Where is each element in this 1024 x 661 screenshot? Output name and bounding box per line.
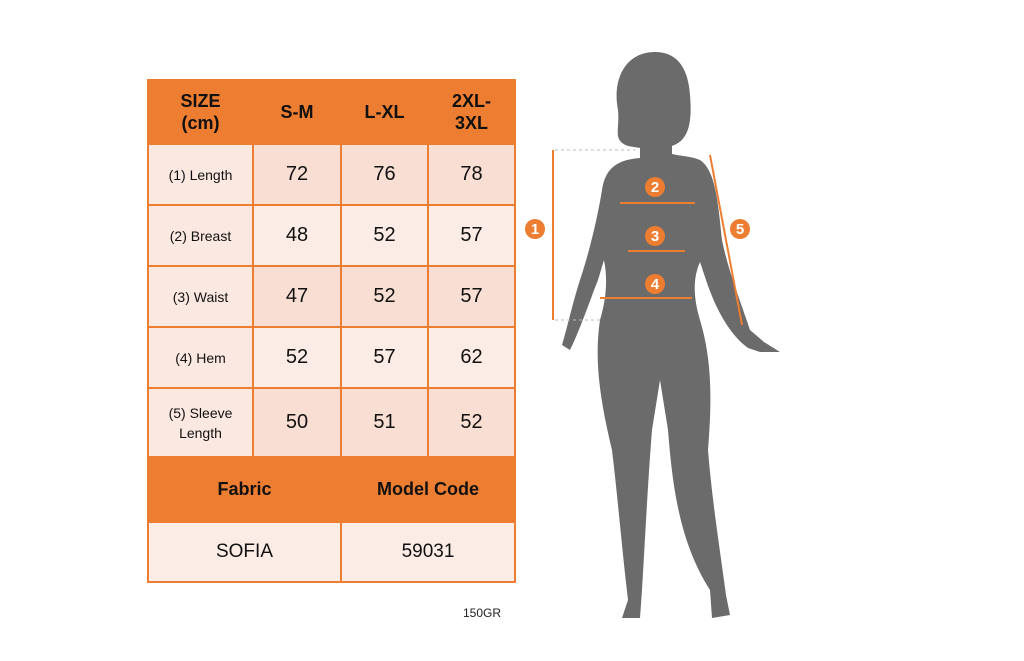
row-label: (2) Breast bbox=[147, 204, 254, 267]
cell: 78 bbox=[427, 143, 516, 206]
marker-3: 3 bbox=[651, 228, 659, 245]
sleeve-arrow bbox=[709, 154, 743, 326]
footer-header-row: Fabric Model Code bbox=[147, 456, 516, 523]
fabric-header: Fabric bbox=[147, 456, 342, 523]
table-row: (3) Waist 47 52 57 bbox=[147, 265, 516, 328]
cell: 57 bbox=[427, 204, 516, 267]
marker-2: 2 bbox=[651, 179, 659, 196]
model-code-value: 59031 bbox=[340, 521, 516, 583]
cell: 47 bbox=[252, 265, 342, 328]
table-row: (4) Hem 52 57 62 bbox=[147, 326, 516, 389]
cell: 57 bbox=[340, 326, 429, 389]
cell: 51 bbox=[340, 387, 429, 458]
row-label: (5) Sleeve Length bbox=[147, 387, 254, 458]
header-2xl-3xl: 2XL-3XL bbox=[427, 79, 516, 145]
row-label: (4) Hem bbox=[147, 326, 254, 389]
table-row: (2) Breast 48 52 57 bbox=[147, 204, 516, 267]
cell: 52 bbox=[340, 265, 429, 328]
silhouette-icon bbox=[562, 52, 780, 618]
marker-1: 1 bbox=[531, 221, 539, 238]
cell: 52 bbox=[252, 326, 342, 389]
row-label: (1) Length bbox=[147, 143, 254, 206]
cell: 52 bbox=[427, 387, 516, 458]
marker-4: 4 bbox=[651, 276, 660, 293]
footer-value-row: SOFIA 59031 bbox=[147, 521, 516, 583]
header-l-xl: L-XL bbox=[340, 79, 429, 145]
fabric-weight-note: 150GR bbox=[463, 606, 502, 620]
body-silhouette-figure: 1 2 3 4 5 bbox=[525, 52, 780, 618]
markers: 1 2 3 4 5 bbox=[525, 177, 750, 294]
marker-5: 5 bbox=[736, 221, 744, 238]
header-s-m: S-M bbox=[252, 79, 342, 145]
cell: 52 bbox=[340, 204, 429, 267]
cell: 50 bbox=[252, 387, 342, 458]
row-label: (3) Waist bbox=[147, 265, 254, 328]
fabric-value: SOFIA bbox=[147, 521, 342, 583]
cell: 72 bbox=[252, 143, 342, 206]
model-code-header: Model Code bbox=[340, 456, 516, 523]
cell: 48 bbox=[252, 204, 342, 267]
size-table: SIZE (cm) S-M L-XL 2XL-3XL (1) Length 72… bbox=[147, 79, 516, 583]
cell: 62 bbox=[427, 326, 516, 389]
cell: 76 bbox=[340, 143, 429, 206]
measurement-lines bbox=[552, 149, 743, 326]
table-row: (5) Sleeve Length 50 51 52 bbox=[147, 387, 516, 458]
header-row: SIZE (cm) S-M L-XL 2XL-3XL bbox=[147, 79, 516, 145]
table-row: (1) Length 72 76 78 bbox=[147, 143, 516, 206]
cell: 57 bbox=[427, 265, 516, 328]
header-size: SIZE (cm) bbox=[147, 79, 254, 145]
